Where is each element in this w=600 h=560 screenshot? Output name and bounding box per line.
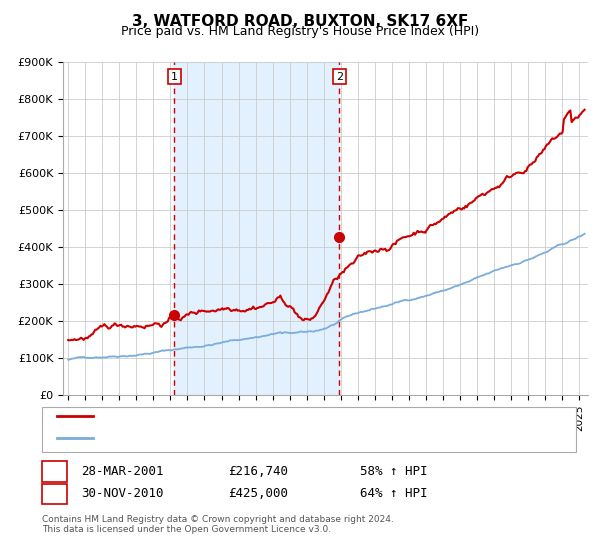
Text: HPI: Average price, detached house, High Peak: HPI: Average price, detached house, High… — [97, 433, 359, 443]
Text: £216,740: £216,740 — [228, 465, 288, 478]
Text: 64% ↑ HPI: 64% ↑ HPI — [360, 487, 427, 501]
Text: 3, WATFORD ROAD, BUXTON, SK17 6XF: 3, WATFORD ROAD, BUXTON, SK17 6XF — [132, 14, 468, 29]
Text: Contains HM Land Registry data © Crown copyright and database right 2024.: Contains HM Land Registry data © Crown c… — [42, 515, 394, 524]
Text: This data is licensed under the Open Government Licence v3.0.: This data is licensed under the Open Gov… — [42, 525, 331, 534]
Text: 30-NOV-2010: 30-NOV-2010 — [81, 487, 163, 501]
Text: 28-MAR-2001: 28-MAR-2001 — [81, 465, 163, 478]
Text: 2: 2 — [336, 72, 343, 82]
Text: 3, WATFORD ROAD, BUXTON, SK17 6XF (detached house): 3, WATFORD ROAD, BUXTON, SK17 6XF (detac… — [97, 410, 418, 421]
Bar — [175, 62, 340, 395]
Text: £425,000: £425,000 — [228, 487, 288, 501]
Text: 1: 1 — [50, 465, 59, 478]
Text: 58% ↑ HPI: 58% ↑ HPI — [360, 465, 427, 478]
Text: Price paid vs. HM Land Registry's House Price Index (HPI): Price paid vs. HM Land Registry's House … — [121, 25, 479, 38]
Text: 2: 2 — [50, 487, 59, 501]
Text: 1: 1 — [171, 72, 178, 82]
